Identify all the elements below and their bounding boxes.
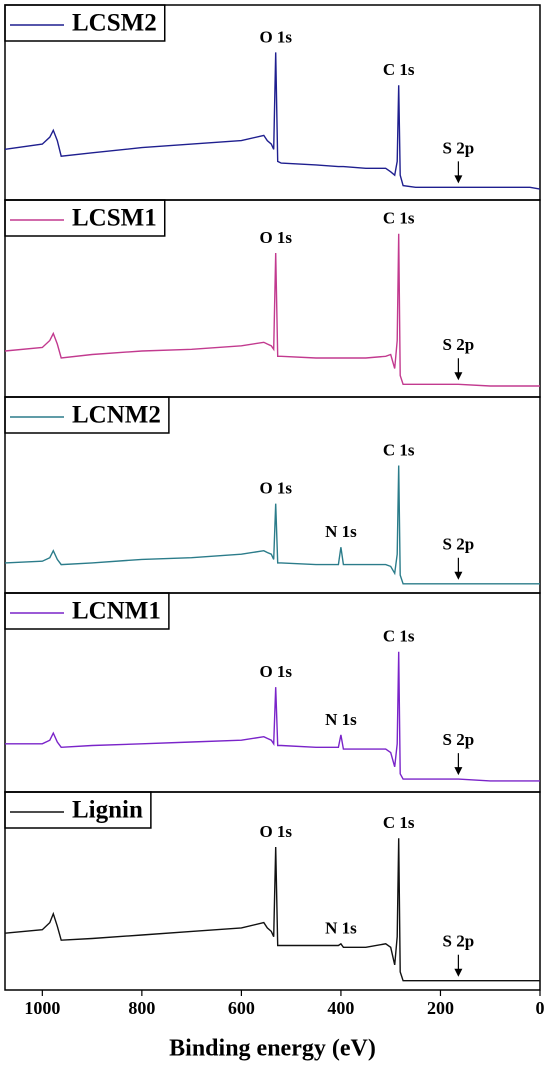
peak-label: O 1s [259,27,292,46]
peak-label: C 1s [383,209,415,228]
legend-box [4,4,166,42]
peak-label: S 2p [443,138,475,157]
x-tick-label: 400 [327,998,354,1018]
panel-frame [4,791,541,991]
x-tick-label: 600 [228,998,255,1018]
legend-label: Lignin [72,797,143,824]
peak-label: S 2p [443,932,475,951]
spectrum-line [5,651,540,782]
legend-box [4,592,170,630]
spectrum-line [4,838,540,982]
x-tick-label: 800 [128,998,155,1018]
x-tick-label: 200 [427,998,454,1018]
arrow-head [454,571,463,580]
peak-label: C 1s [383,813,415,832]
x-axis-title: Binding energy (eV) [169,1036,376,1062]
peak-label: N 1s [325,522,357,541]
peak-label: S 2p [443,535,475,554]
legend-label: LCSM2 [72,10,157,37]
peak-label: C 1s [383,440,415,459]
arrow-head [454,767,463,776]
peak-label: S 2p [443,730,475,749]
legend-box [4,199,166,237]
spectrum-line [4,465,540,585]
x-tick-label: 0 [536,998,545,1018]
arrow-head [454,372,463,381]
x-tick-label: 1000 [24,998,60,1018]
spectrum-line [4,52,541,190]
legend-label: LCNM1 [72,598,161,625]
legend-label: LCSM1 [72,205,157,232]
peak-label: S 2p [443,335,475,354]
peak-label: C 1s [383,627,415,646]
arrow-head [454,968,463,977]
peak-label: O 1s [259,479,292,498]
peak-label: C 1s [383,60,415,79]
spectrum-line [4,233,540,387]
peak-label: O 1s [259,228,292,247]
peak-label: N 1s [325,710,357,729]
peak-label: O 1s [259,822,292,841]
arrow-head [454,175,463,184]
legend-box [4,396,170,434]
legend-box [4,791,152,829]
peak-label: O 1s [259,662,292,681]
peak-label: N 1s [325,919,357,938]
legend-label: LCNM2 [72,402,161,429]
